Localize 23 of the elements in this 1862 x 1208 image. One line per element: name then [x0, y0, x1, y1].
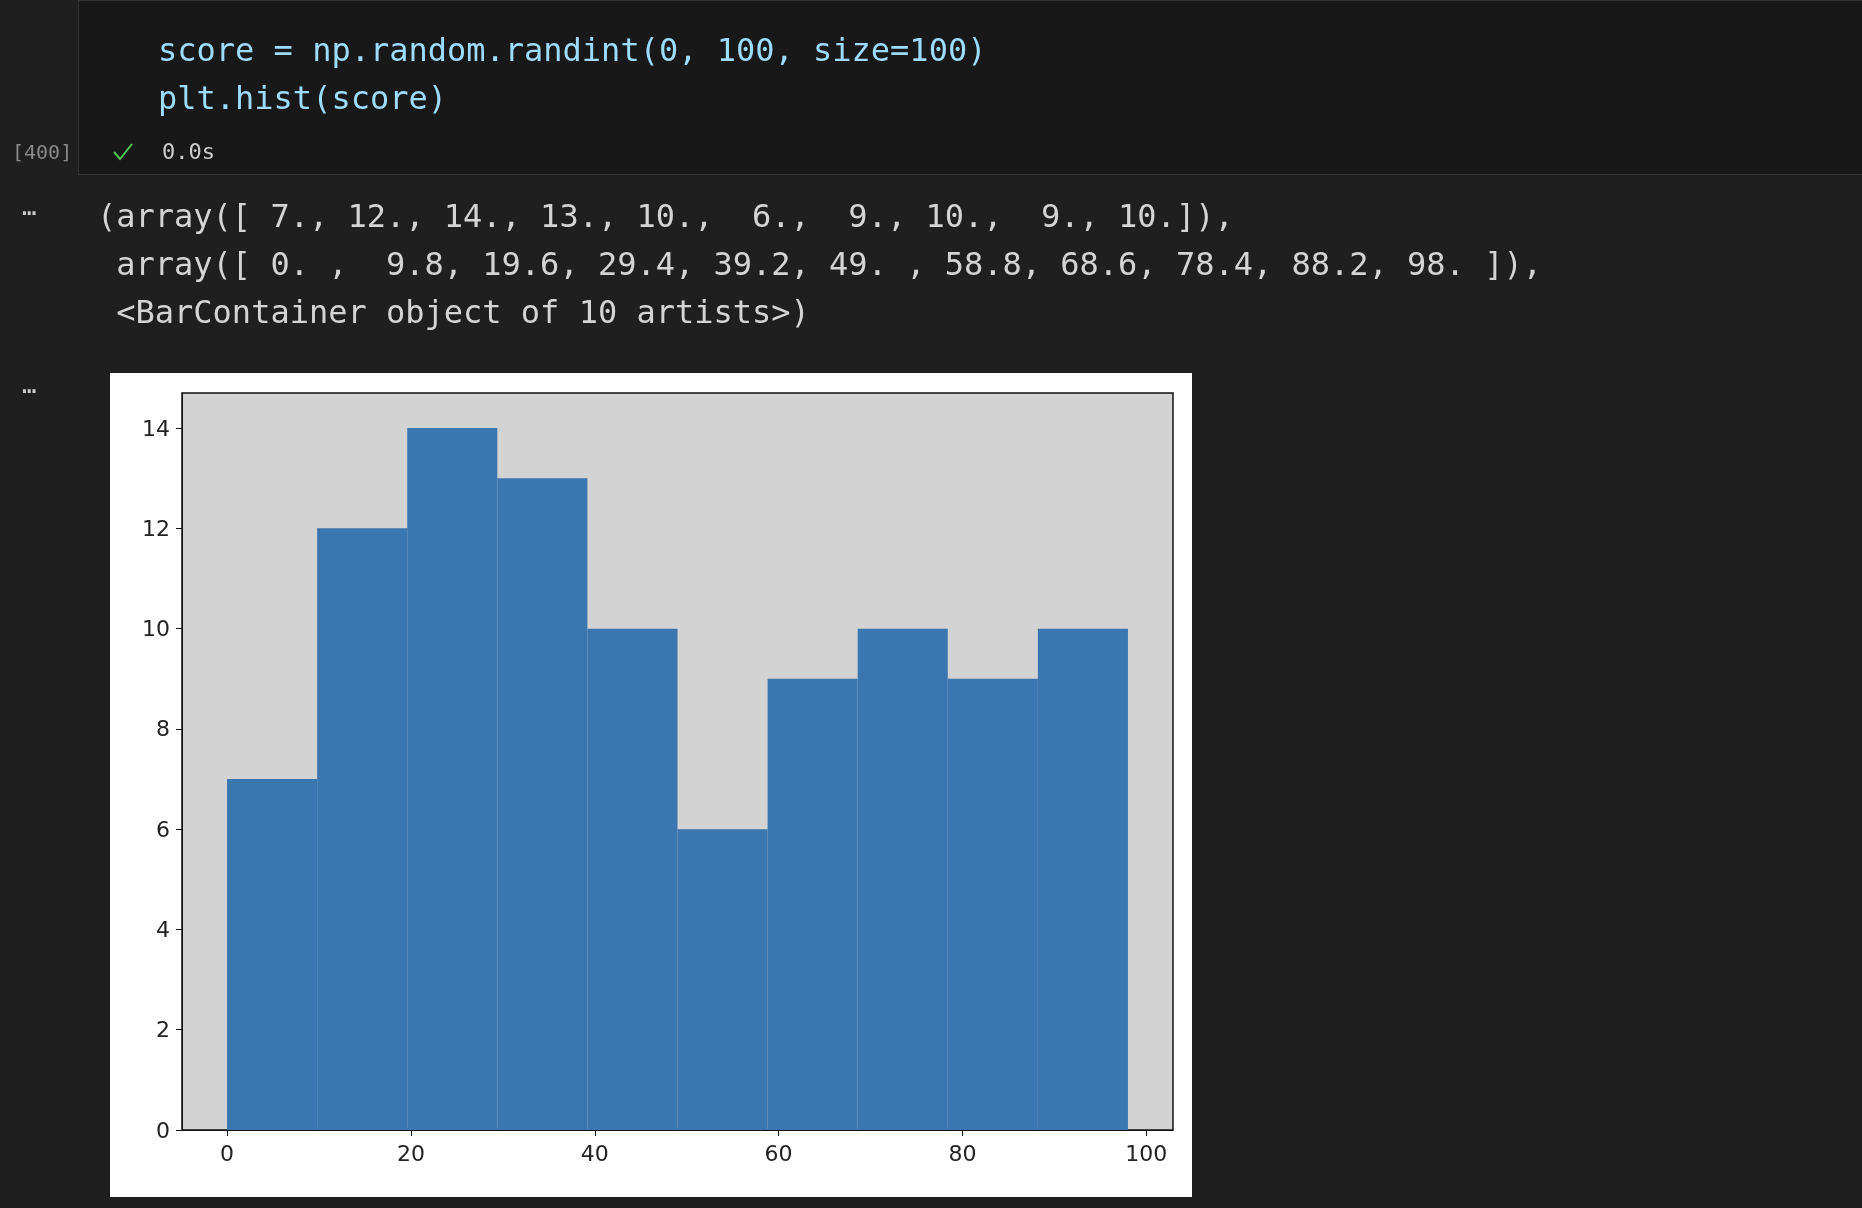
text: …	[22, 370, 37, 402]
x-tick-label: 20	[396, 1140, 425, 1166]
y-tick-label: 2	[156, 1017, 170, 1043]
text: (array([ 7., 12., 14., 13., 10., 6., 9., 10., 9., 10.]),	[97, 195, 1234, 237]
text: [400]	[12, 139, 73, 166]
text: …	[22, 192, 37, 224]
y-tick-label: 12	[142, 515, 170, 541]
x-tick-label: 80	[948, 1140, 977, 1166]
y-tick-label: 4	[156, 916, 170, 942]
x-tick-label: 40	[580, 1140, 609, 1166]
y-tick-label: 14	[142, 415, 170, 441]
y-tick-label: 10	[142, 616, 170, 642]
y-tick-label: 8	[156, 716, 170, 742]
x-tick-label: 100	[1125, 1140, 1168, 1166]
x-tick-label: 0	[220, 1140, 235, 1166]
text: <BarContainer object of 10 artists>)	[115, 291, 810, 333]
text: array([ 0. , 9.8, 19.6, 29.4, 39.2, 49. , 58.8, 68.6, 78.4, 88.2, 98. ]),	[115, 243, 1542, 285]
x-tick-label: 60	[764, 1140, 793, 1166]
text: score = np.random.randint(0, 100, size=100)	[158, 29, 987, 71]
y-tick-label: 6	[156, 816, 170, 842]
text: plt.hist(score)	[158, 77, 447, 119]
y-tick-label: 0	[156, 1117, 170, 1143]
text: 0.0s	[162, 137, 215, 166]
